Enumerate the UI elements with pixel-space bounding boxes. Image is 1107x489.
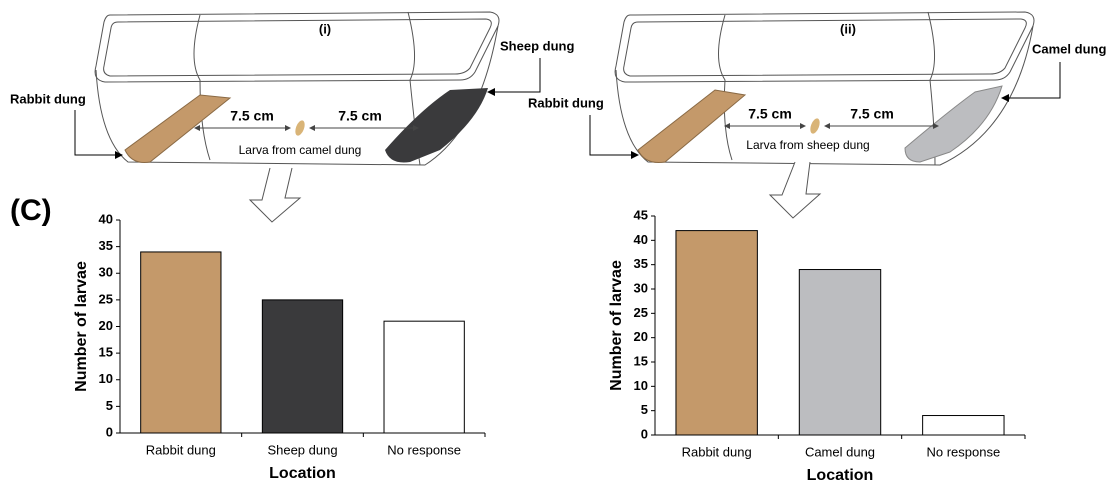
y-tick-label: 35 <box>634 256 648 271</box>
x-tick-label: Rabbit dung <box>682 444 752 459</box>
distance-label: 7.5 cm <box>230 108 274 124</box>
y-tick-label: 5 <box>106 398 113 413</box>
distance-label: 7.5 cm <box>850 106 894 122</box>
y-tick-label: 0 <box>641 426 648 441</box>
x-tick-label: Camel dung <box>805 444 875 459</box>
diagram-label: (ii) <box>840 21 856 36</box>
y-tick-label: 35 <box>99 238 113 253</box>
y-tick-label: 10 <box>634 378 648 393</box>
x-tick-label: No response <box>926 444 1000 459</box>
y-tick-label: 45 <box>634 207 648 222</box>
y-tick-label: 20 <box>634 329 648 344</box>
y-tick-label: 0 <box>106 424 113 439</box>
x-tick-label: No response <box>387 442 461 457</box>
larva-label: Larva from sheep dung <box>746 138 869 152</box>
y-tick-label: 15 <box>634 353 648 368</box>
y-tick-label: 25 <box>99 291 113 306</box>
x-axis-label: Location <box>807 467 874 484</box>
bar <box>798 269 882 436</box>
bar <box>675 230 758 436</box>
distance-label: 7.5 cm <box>748 106 792 122</box>
bar <box>140 251 222 434</box>
y-axis-label: Number of larvae <box>73 261 90 392</box>
x-tick-label: Rabbit dung <box>146 442 216 457</box>
y-tick-label: 30 <box>634 280 648 295</box>
distance-label: 7.5 cm <box>338 108 382 124</box>
left-label: Rabbit dung <box>10 91 86 106</box>
tray-diagram <box>589 11 1061 219</box>
y-tick-label: 15 <box>99 345 113 360</box>
x-tick-label: Sheep dung <box>267 442 337 457</box>
y-tick-label: 30 <box>99 265 113 280</box>
y-tick-label: 10 <box>99 371 113 386</box>
bar <box>922 415 1005 436</box>
y-tick-label: 40 <box>634 232 648 247</box>
bar <box>383 320 465 434</box>
right-label: Sheep dung <box>500 38 574 53</box>
y-tick-label: 20 <box>99 318 113 333</box>
bar <box>261 299 344 434</box>
panel-label: (C) <box>10 194 52 227</box>
left-label: Rabbit dung <box>528 95 604 110</box>
tray-diagram <box>74 11 541 223</box>
diagram-label: (i) <box>319 21 331 36</box>
x-axis-label: Location <box>269 465 336 482</box>
right-label: Camel dung <box>1032 41 1106 56</box>
y-tick-label: 40 <box>99 211 113 226</box>
y-tick-label: 25 <box>634 305 648 320</box>
y-axis-label: Number of larvae <box>608 260 625 391</box>
larva-label: Larva from camel dung <box>239 143 362 157</box>
y-tick-label: 5 <box>641 402 648 417</box>
